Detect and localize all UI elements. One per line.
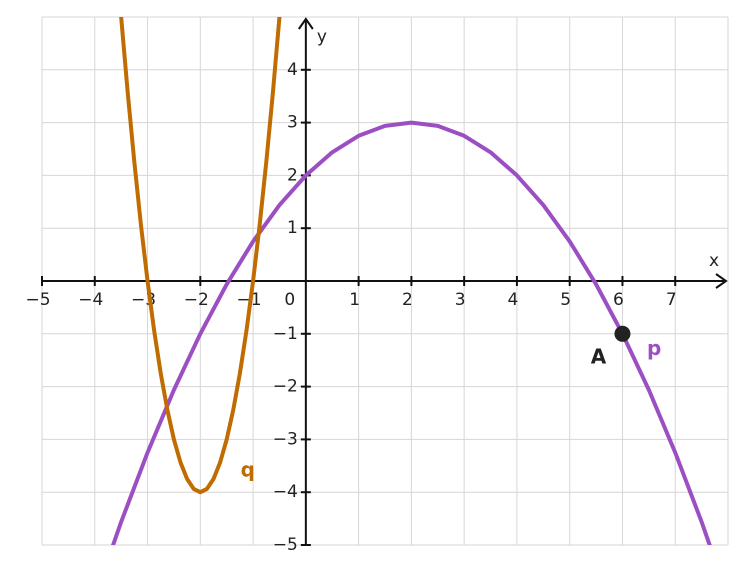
y-tick-label: 3	[287, 113, 298, 133]
x-tick-label: −4	[78, 290, 103, 310]
y-tick-label: −2	[273, 377, 298, 397]
y-tick-label: −5	[273, 535, 298, 555]
x-axis-label: x	[709, 251, 719, 271]
curve-label: p	[647, 336, 661, 360]
x-tick-label: 4	[508, 290, 519, 310]
y-tick-label: −3	[273, 429, 298, 449]
y-tick-label: −1	[273, 324, 298, 344]
curve	[119, 17, 282, 495]
x-axis-arrow	[715, 273, 728, 289]
x-tick-label: 5	[560, 290, 571, 310]
y-axis-label: y	[317, 27, 327, 47]
y-tick-label: 1	[287, 218, 298, 238]
y-axis-arrow	[298, 17, 314, 30]
y-tick-label: 2	[287, 165, 298, 185]
x-tick-label: 1	[349, 290, 360, 310]
point	[614, 325, 631, 342]
x-tick-label: 2	[402, 290, 413, 310]
x-tick-label: 7	[666, 290, 677, 310]
y-tick-label: 4	[287, 60, 298, 80]
x-tick-label: 0	[284, 290, 295, 310]
x-tick-label: −5	[25, 290, 50, 310]
curve-label: q	[241, 458, 255, 482]
x-tick-label: −2	[184, 290, 209, 310]
x-tick-label: 6	[613, 290, 624, 310]
y-tick-label: −4	[273, 482, 298, 502]
point-label: A	[591, 344, 607, 368]
x-tick-label: 3	[455, 290, 466, 310]
